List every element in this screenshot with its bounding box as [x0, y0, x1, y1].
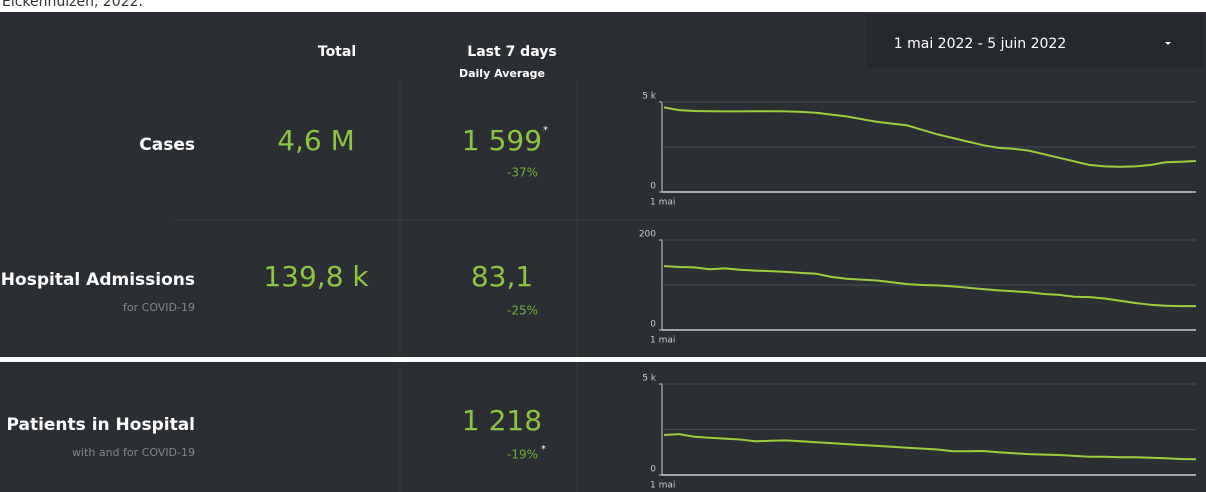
- header-total: Total: [318, 44, 356, 60]
- dropdown-arrow[interactable]: [1165, 42, 1171, 45]
- dropdown-box[interactable]: [866, 14, 1204, 68]
- change-value: -19%: [507, 448, 538, 462]
- y-tick-label: 5 k: [642, 92, 657, 102]
- row-sublabel: with and for COVID-19: [72, 446, 195, 459]
- y-tick-label: 200: [639, 230, 656, 240]
- y-tick-label: 5 k: [642, 374, 657, 384]
- x-tick-label: 1 mai: [650, 198, 675, 208]
- date-dropdown[interactable]: 1 mai 2022 - 5 juin 2022: [866, 14, 1204, 68]
- header-average: Last 7 days: [467, 44, 556, 60]
- caption: Eickenhuizen, 2022.: [2, 0, 143, 10]
- total-value: 4,6 M: [277, 124, 355, 157]
- y-tick-label: 0: [650, 182, 656, 192]
- change-value: -25%: [507, 304, 538, 318]
- average-value: 1 599: [462, 124, 542, 157]
- date-range[interactable]: 1 mai 2022 - 5 juin 2022: [894, 36, 1066, 52]
- change-value: -37%: [507, 166, 538, 180]
- panel: [0, 12, 1206, 357]
- average-value: 83,1: [471, 260, 533, 293]
- row-label: Cases: [139, 135, 195, 155]
- x-tick-label: 1 mai: [650, 336, 675, 346]
- y-tick-label: 0: [650, 320, 656, 330]
- row-label: Patients in Hospital: [6, 415, 195, 435]
- total-value: 139,8 k: [263, 260, 369, 293]
- sparkline: [663, 106, 1197, 168]
- row-sublabel: for COVID-19: [123, 301, 195, 314]
- y-tick-label: 0: [650, 465, 656, 475]
- sparkline: [663, 433, 1197, 461]
- sparkline: [663, 265, 1196, 308]
- note-marker: *: [543, 125, 548, 136]
- header-average-sub: Daily Average: [459, 67, 545, 80]
- average-value: 1 218: [462, 404, 542, 437]
- row-label: Hospital Admissions: [1, 270, 195, 290]
- x-tick-label: 1 mai: [650, 481, 675, 491]
- note-marker: *: [541, 444, 546, 455]
